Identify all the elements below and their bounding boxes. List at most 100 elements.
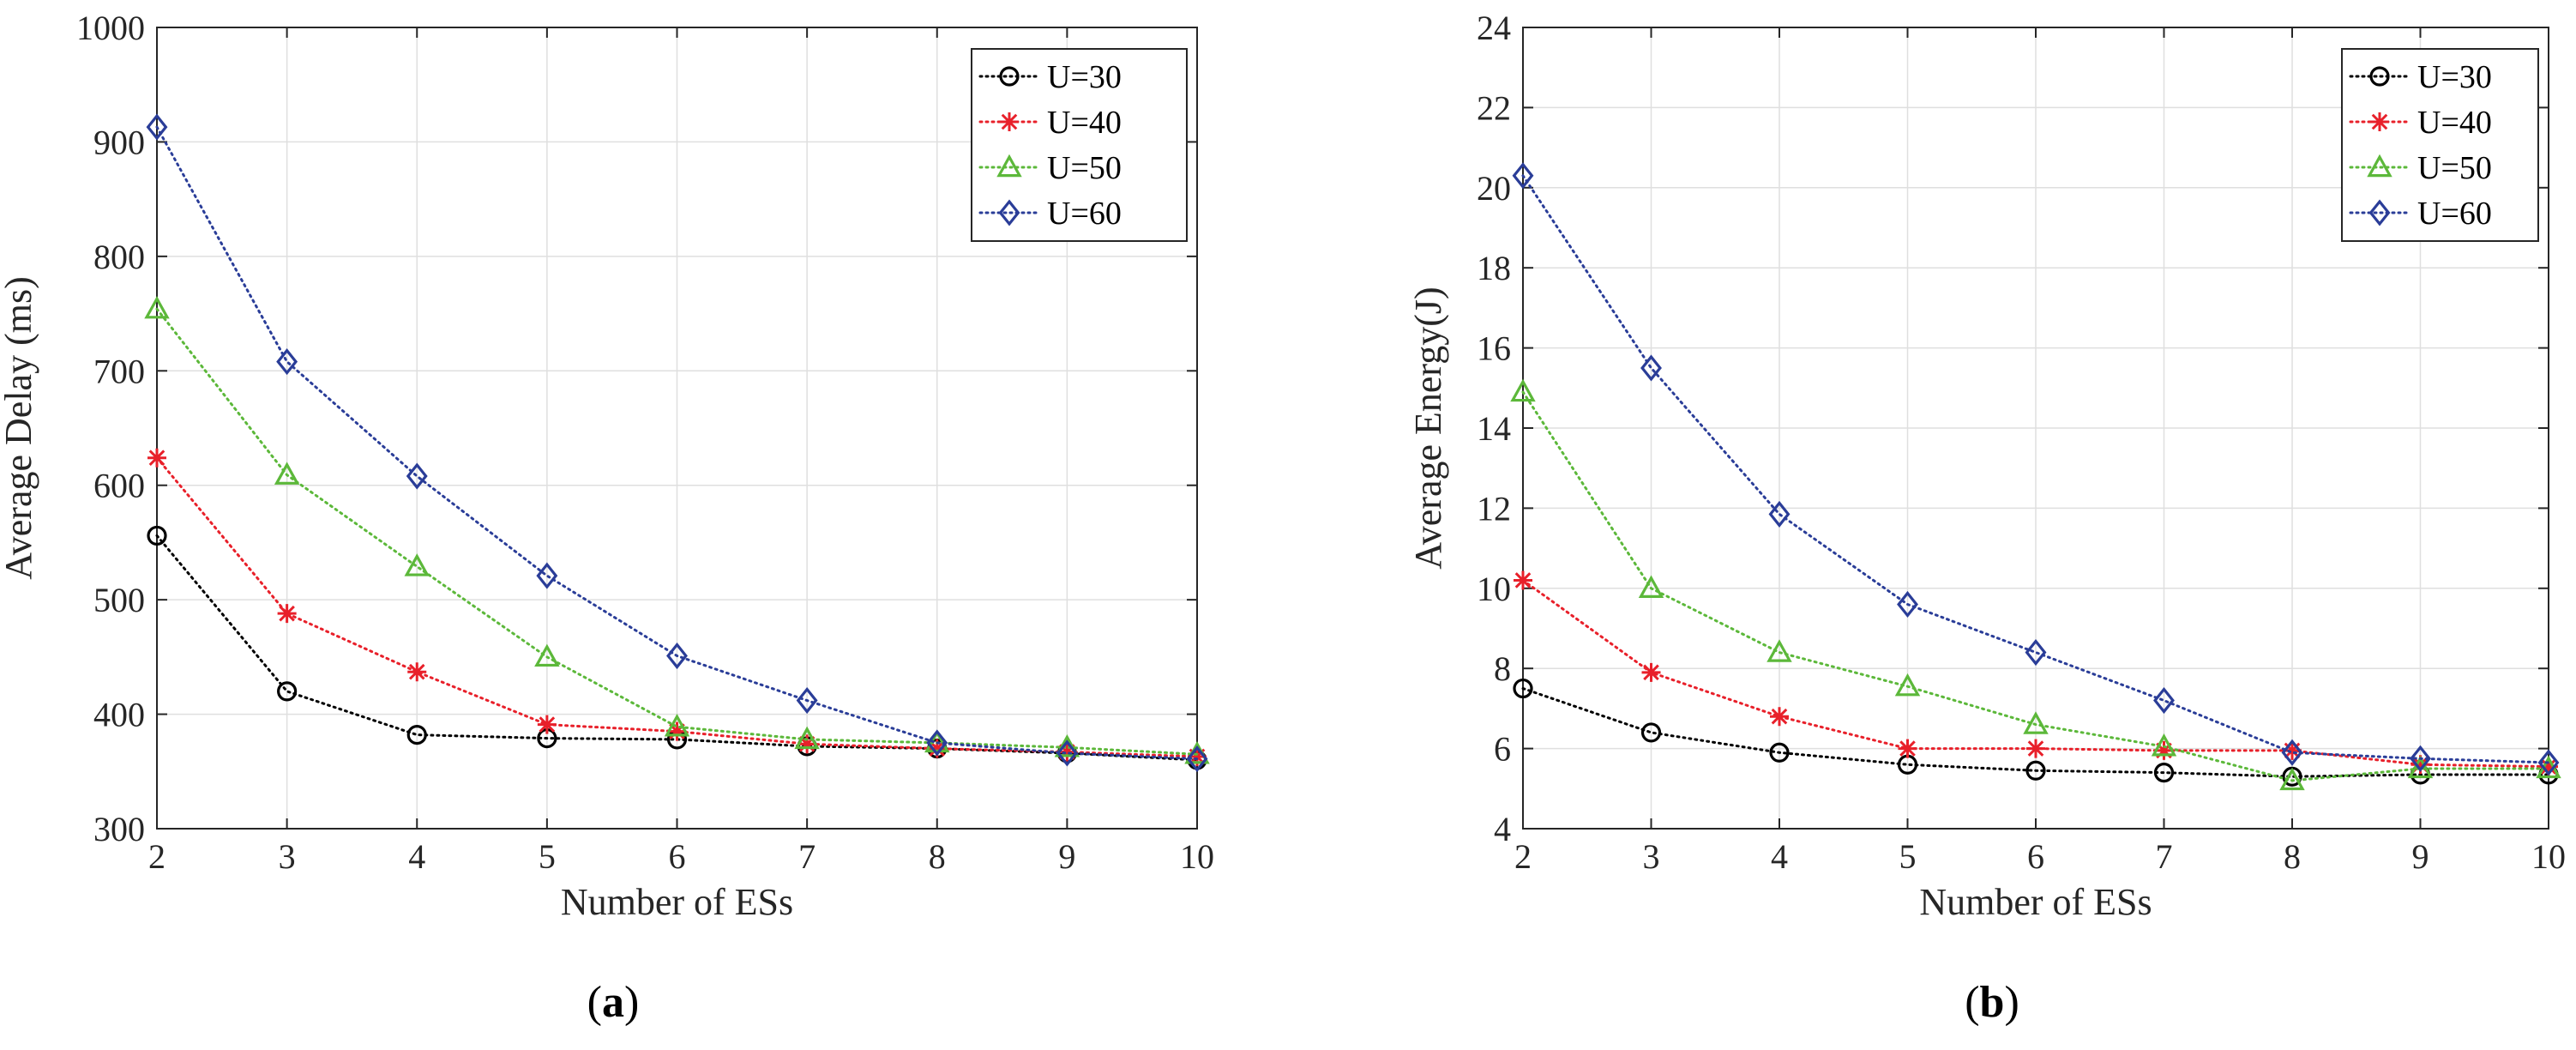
- x-tick-label: 5: [1899, 837, 1917, 876]
- y-tick-label: 20: [1477, 169, 1511, 208]
- x-tick-label: 5: [539, 837, 556, 876]
- data-point: [1510, 378, 1536, 402]
- data-point: [667, 721, 687, 741]
- data-point: [277, 681, 298, 702]
- data-point: [2539, 757, 2558, 776]
- caption-letter: b: [1980, 978, 2005, 1027]
- data-point: [2023, 711, 2049, 734]
- x-tick-label: 9: [2412, 837, 2429, 876]
- legend: U=30 U=40 U=50 U=60: [2341, 48, 2539, 242]
- x-tick-label: 8: [929, 837, 946, 876]
- y-axis-label: Average Delay (ms): [0, 276, 39, 579]
- x-tick-label: 9: [1058, 837, 1075, 876]
- data-point: [927, 739, 947, 758]
- data-point: [147, 525, 167, 546]
- y-tick-label: 18: [1477, 249, 1511, 287]
- x-tick-label: 4: [408, 837, 425, 876]
- data-point: [2410, 755, 2430, 775]
- data-point: [2537, 749, 2560, 776]
- series-line: [1521, 687, 2550, 778]
- legend-marker: [999, 66, 1020, 87]
- caption-letter: a: [602, 978, 624, 1027]
- data-point: [794, 726, 820, 750]
- legend-label: U=60: [2417, 196, 2492, 232]
- x-tick-label: 2: [148, 837, 166, 876]
- x-axis-label: Number of ESs: [1919, 881, 2152, 923]
- data-point: [1898, 739, 1917, 758]
- legend-marker: [2367, 154, 2392, 178]
- panel-caption: (a): [587, 978, 640, 1027]
- x-axis-label: Number of ESs: [561, 881, 793, 923]
- x-tick-label: 8: [2284, 837, 2301, 876]
- data-point: [534, 643, 560, 667]
- series-line: [155, 125, 1199, 761]
- y-tick-label: 4: [1494, 810, 1511, 848]
- caption-close: ): [624, 978, 639, 1027]
- legend-marker: [998, 199, 1020, 226]
- y-tick-label: 300: [93, 810, 145, 848]
- series-u-40: [147, 448, 1207, 766]
- x-tick-label: 7: [798, 837, 816, 876]
- series-line: [1521, 390, 2550, 782]
- data-point: [1640, 354, 1662, 382]
- x-tick-label: 3: [279, 837, 296, 876]
- y-tick-label: 10: [1477, 570, 1511, 608]
- data-point: [1897, 590, 1918, 619]
- data-point: [147, 448, 166, 468]
- x-tick-label: 10: [1180, 837, 1214, 876]
- series-u-60: [146, 113, 1208, 773]
- y-axis-label: Average Energy(J): [1407, 287, 1449, 569]
- data-point: [1186, 745, 1208, 773]
- data-point: [406, 724, 427, 745]
- y-tick-label: 22: [1477, 88, 1511, 127]
- data-point: [1057, 742, 1077, 762]
- data-point: [2154, 740, 2174, 760]
- y-tick-label: 400: [93, 696, 145, 734]
- legend-marker: [2368, 199, 2391, 226]
- data-point: [537, 715, 557, 734]
- y-tick-label: 500: [93, 581, 145, 619]
- x-tick-label: 7: [2156, 837, 2173, 876]
- data-point: [1512, 162, 1534, 190]
- data-point: [406, 462, 428, 490]
- legend-label: U=30: [1047, 59, 1122, 95]
- data-point: [1894, 673, 1921, 697]
- legend-marker: [2370, 112, 2389, 131]
- legend-box: [971, 48, 1188, 242]
- data-point: [926, 729, 948, 757]
- legend-label: U=40: [1047, 105, 1122, 141]
- panel-caption: (b): [1965, 978, 2019, 1027]
- data-point: [407, 662, 427, 682]
- data-point: [536, 562, 558, 589]
- data-point: [2281, 739, 2303, 766]
- data-point: [2025, 638, 2047, 667]
- y-tick-label: 24: [1477, 9, 1511, 47]
- x-tick-label: 4: [1771, 837, 1788, 876]
- data-point: [1640, 722, 1662, 743]
- data-point: [144, 295, 170, 319]
- x-tick-label: 2: [1514, 837, 1532, 876]
- y-tick-label: 8: [1494, 649, 1511, 688]
- data-point: [1766, 639, 1792, 662]
- chart-panel-b: 2 3 4 5 6 7 8 9 10 4 6 8 10 12 14 16 18 20 22 24 Number of E…: [1407, 9, 2566, 1027]
- data-point: [2026, 739, 2045, 758]
- y-tick-label: 600: [93, 467, 145, 505]
- data-point: [1770, 707, 1789, 727]
- y-tick-label: 6: [1494, 730, 1511, 769]
- legend-label: U=50: [1047, 150, 1122, 186]
- caption-open: (: [1965, 978, 1979, 1027]
- data-point: [1769, 742, 1790, 763]
- legend-label: U=60: [1047, 196, 1122, 232]
- x-tick-label: 6: [669, 837, 686, 876]
- data-point: [797, 734, 817, 754]
- data-point: [276, 348, 298, 376]
- data-point: [1768, 500, 1791, 528]
- chart-panel-a: 2 3 4 5 6 7 8 9 10 300 400 500 600 700 800 900 1000 Numbe…: [0, 9, 1214, 1027]
- x-tick-label: 3: [1643, 837, 1660, 876]
- caption-open: (: [587, 978, 602, 1027]
- y-tick-label: 16: [1477, 329, 1511, 368]
- series-u-60: [1512, 162, 2560, 776]
- legend: U=30 U=40 U=50 U=60: [971, 48, 1188, 242]
- data-point: [404, 553, 430, 576]
